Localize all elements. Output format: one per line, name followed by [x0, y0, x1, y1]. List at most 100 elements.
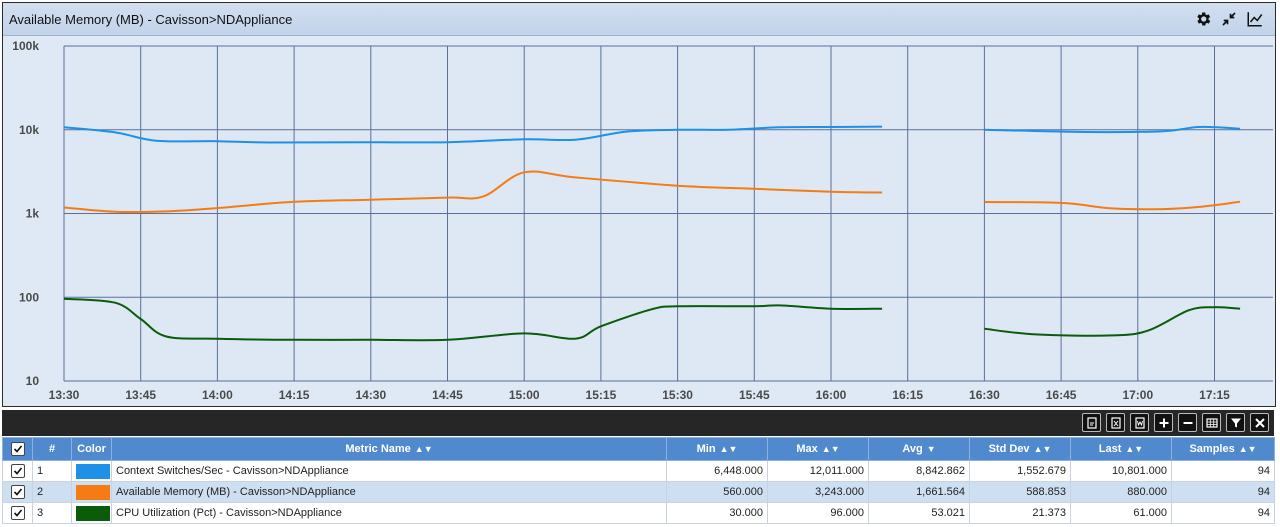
- column-header-samples[interactable]: Samples ▲▼: [1171, 437, 1275, 461]
- x-tick-label: 15:45: [739, 388, 770, 402]
- std-value: 1,552.679: [969, 460, 1071, 482]
- sort-icon: ▲▼: [821, 444, 840, 454]
- samples-value: 94: [1171, 502, 1275, 524]
- metric-name: CPU Utilization (Pct) - Cavisson>NDAppli…: [111, 502, 667, 524]
- sort-desc-icon: ▼: [926, 444, 936, 454]
- color-swatch[interactable]: [71, 502, 112, 524]
- x-tick-label: 16:30: [969, 388, 1000, 402]
- avg-value: 8,842.862: [868, 460, 970, 482]
- add-icon[interactable]: [1154, 413, 1173, 432]
- row-checkbox[interactable]: [2, 481, 33, 503]
- chart-panel: Available Memory (MB) - Cavisson>NDAppli…: [2, 2, 1276, 407]
- max-value: 3,243.000: [767, 481, 869, 503]
- table-row[interactable]: 3 CPU Utilization (Pct) - Cavisson>NDAppl…: [2, 502, 1275, 524]
- export-excel-icon[interactable]: [1106, 413, 1125, 432]
- table-row[interactable]: 2 Available Memory (MB) - Cavisson>NDAppl…: [2, 481, 1275, 503]
- column-header-std[interactable]: Std Dev ▲▼: [969, 437, 1071, 461]
- select-all-checkbox[interactable]: [2, 437, 33, 461]
- row-checkbox[interactable]: [2, 460, 33, 482]
- x-tick-label: 13:45: [125, 388, 156, 402]
- max-value: 96.000: [767, 502, 869, 524]
- y-tick-label: 10: [26, 374, 40, 388]
- samples-header-label: Samples: [1189, 443, 1235, 455]
- row-number: 3: [32, 502, 72, 524]
- x-tick-label: 13:30: [49, 388, 80, 402]
- panel-title: Available Memory (MB) - Cavisson>NDAppli…: [9, 12, 293, 27]
- column-header-num[interactable]: #: [32, 437, 72, 461]
- export-pdf-icon[interactable]: [1082, 413, 1101, 432]
- x-tick-label: 14:15: [279, 388, 310, 402]
- x-tick-label: 17:00: [1122, 388, 1153, 402]
- max-header-label: Max: [796, 443, 818, 455]
- min-value: 560.000: [666, 481, 768, 503]
- row-checkbox[interactable]: [2, 502, 33, 524]
- x-tick-label: 14:00: [202, 388, 233, 402]
- last-value: 61.000: [1070, 502, 1172, 524]
- line-chart: 13:30 13:45 14:00 14:15 14:30 14:45 15:00 15:15…: [12, 39, 1273, 402]
- last-value: 10,801.000: [1070, 460, 1172, 482]
- min-header-label: Min: [696, 443, 716, 455]
- y-tick-label: 100k: [12, 39, 39, 53]
- last-header-label: Last: [1098, 443, 1122, 455]
- column-header-metric[interactable]: Metric Name ▲▼: [111, 437, 667, 461]
- chart-type-icon[interactable]: [1245, 9, 1265, 29]
- metric-header-label: Metric Name: [345, 443, 411, 455]
- series-line-3: [63, 297, 883, 342]
- column-header-max[interactable]: Max ▲▼: [767, 437, 869, 461]
- column-header-avg[interactable]: Avg ▼: [868, 437, 970, 461]
- y-tick-label: 100: [19, 290, 39, 304]
- y-tick-label: 1k: [26, 207, 40, 221]
- sort-icon: ▲▼: [1033, 444, 1052, 454]
- sort-icon: ▲▼: [414, 444, 433, 454]
- min-value: 30.000: [666, 502, 768, 524]
- table-toolbar: [2, 410, 1274, 436]
- panel-header: Available Memory (MB) - Cavisson>NDAppli…: [3, 3, 1275, 36]
- sort-icon: ▲▼: [719, 444, 738, 454]
- metric-name: Available Memory (MB) - Cavisson>NDAppli…: [111, 481, 667, 503]
- samples-value: 94: [1171, 481, 1275, 503]
- avg-header-label: Avg: [902, 443, 923, 455]
- close-icon[interactable]: [1250, 413, 1269, 432]
- std-value: 588.853: [969, 481, 1071, 503]
- series-line-2: [63, 170, 883, 214]
- series-line-3: [984, 306, 1241, 337]
- sort-icon: ▲▼: [1238, 444, 1257, 454]
- color-swatch[interactable]: [71, 460, 112, 482]
- x-tick-label: 14:45: [432, 388, 463, 402]
- table-icon[interactable]: [1202, 413, 1221, 432]
- x-tick-label: 16:15: [892, 388, 923, 402]
- row-number: 1: [32, 460, 72, 482]
- metric-name: Context Switches/Sec - Cavisson>NDApplia…: [111, 460, 667, 482]
- chart-area: 13:30 13:45 14:00 14:15 14:30 14:45 15:00 15:15…: [3, 36, 1275, 406]
- metrics-table: # Color Metric Name ▲▼ Min ▲▼ Max ▲▼ Avg ▼ S…: [2, 437, 1275, 524]
- sort-icon: ▲▼: [1125, 444, 1144, 454]
- y-tick-label: 10k: [19, 123, 39, 137]
- min-value: 6,448.000: [666, 460, 768, 482]
- table-header-row: # Color Metric Name ▲▼ Min ▲▼ Max ▲▼ Avg ▼ S…: [2, 437, 1275, 461]
- std-header-label: Std Dev: [988, 443, 1030, 455]
- column-header-last[interactable]: Last ▲▼: [1070, 437, 1172, 461]
- x-tick-label: 16:00: [816, 388, 847, 402]
- row-number: 2: [32, 481, 72, 503]
- series-line-2: [984, 200, 1241, 211]
- max-value: 12,011.000: [767, 460, 869, 482]
- color-swatch[interactable]: [71, 481, 112, 503]
- table-row[interactable]: 1 Context Switches/Sec - Cavisson>NDAppli…: [2, 460, 1275, 482]
- x-tick-label: 17:15: [1199, 388, 1230, 402]
- last-value: 880.000: [1070, 481, 1172, 503]
- std-value: 21.373: [969, 502, 1071, 524]
- x-tick-label: 14:30: [355, 388, 386, 402]
- gear-icon[interactable]: [1193, 9, 1213, 29]
- export-word-icon[interactable]: [1130, 413, 1149, 432]
- series-line-1: [63, 125, 883, 144]
- column-header-min[interactable]: Min ▲▼: [666, 437, 768, 461]
- series-line-1: [984, 125, 1241, 134]
- filter-icon[interactable]: [1226, 413, 1245, 432]
- x-tick-label: 15:00: [509, 388, 540, 402]
- x-tick-label: 15:30: [662, 388, 693, 402]
- avg-value: 1,661.564: [868, 481, 970, 503]
- column-header-color[interactable]: Color: [71, 437, 112, 461]
- minimize-icon[interactable]: [1219, 9, 1239, 29]
- avg-value: 53.021: [868, 502, 970, 524]
- remove-icon[interactable]: [1178, 413, 1197, 432]
